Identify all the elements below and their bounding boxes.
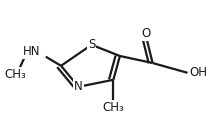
Text: N: N: [74, 80, 83, 93]
Text: S: S: [88, 38, 95, 51]
Text: O: O: [141, 27, 151, 40]
Text: HN: HN: [23, 45, 40, 58]
Text: CH₃: CH₃: [102, 101, 124, 114]
Text: CH₃: CH₃: [4, 68, 26, 81]
Text: OH: OH: [190, 66, 208, 79]
